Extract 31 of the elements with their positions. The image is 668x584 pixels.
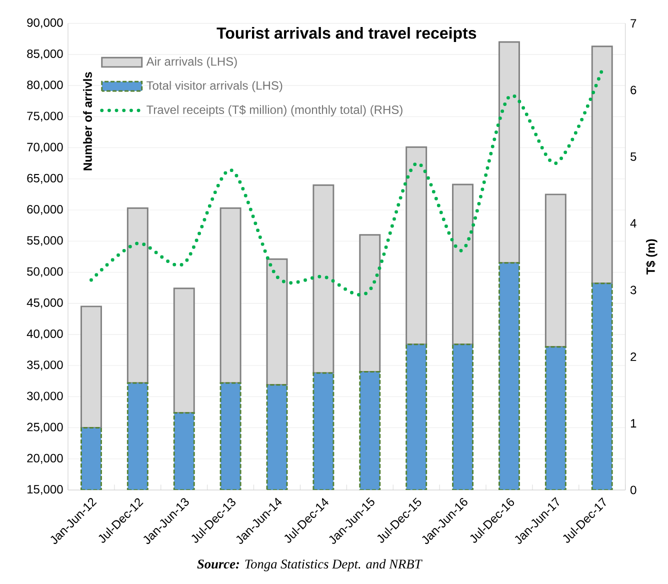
y2-tick-label: 2 (630, 352, 636, 361)
y-tick-label: 60,000 (27, 205, 63, 215)
y-tick-label: 35,000 (27, 360, 63, 370)
legend-label: Air arrivals (LHS) (146, 56, 237, 68)
y2-tick-label: 5 (630, 152, 636, 161)
y2-tick-label: 1 (630, 419, 636, 428)
y2-tick-label: 4 (630, 219, 636, 228)
y-tick-label: 20,000 (27, 454, 63, 464)
y-axis-title: Number of arrivls (83, 72, 92, 170)
chart-title: Tourist arrivals and travel receipts (216, 27, 476, 42)
y2-tick-label: 7 (630, 19, 636, 28)
y2-tick-label: 6 (630, 86, 636, 94)
y2-tick-label: 0 (630, 486, 636, 494)
y-tick-label: 30,000 (27, 392, 63, 402)
legend-label: Travel receipts (T$ million) (monthly total) (RHS) (146, 104, 402, 116)
y-tick-label: 50,000 (27, 267, 63, 278)
y-tick-label: 80,000 (27, 80, 63, 90)
y2-tick-label: 3 (630, 286, 636, 294)
y-tick-label: 15,000 (28, 485, 63, 495)
y-tick-label: 90,000 (27, 18, 63, 28)
y-tick-label: 70,000 (27, 142, 63, 153)
y2-axis-title: T$ (m) (646, 239, 658, 275)
y-tick-label: 45,000 (26, 298, 63, 308)
y-tick-label: 65,000 (27, 174, 63, 184)
text: Source: Tonga Statistics Dept. and NRBT (197, 559, 422, 572)
y-tick-label: 25,000 (27, 422, 63, 433)
legend-label: Total visitor arrivals (LHS) (146, 80, 282, 92)
y-tick-label: 85,000 (27, 49, 63, 60)
y-tick-label: 75,000 (27, 112, 63, 122)
y-tick-label: 55,000 (27, 236, 63, 246)
y-tick-label: 40,000 (26, 329, 63, 340)
